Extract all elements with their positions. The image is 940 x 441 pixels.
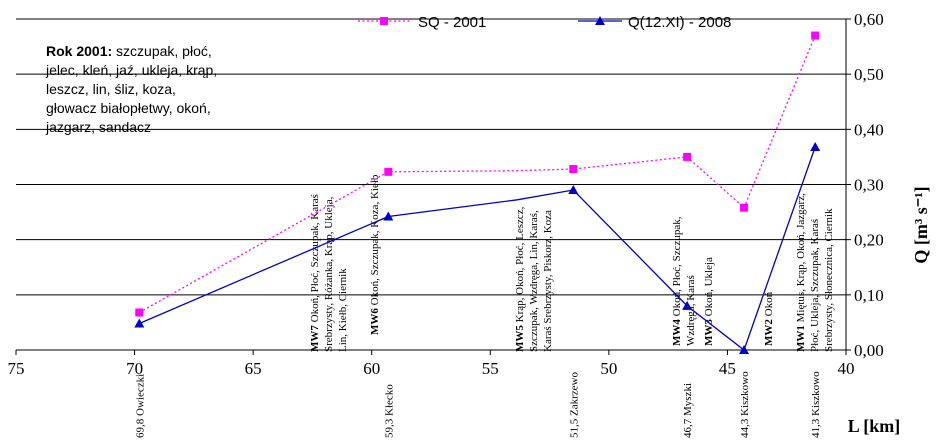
y-tick-labels: 0,00 0,10 0,20 0,30 0,40 0,50 0,60	[846, 10, 884, 360]
site-line: Srebrzysty, Słonecznica, Ciernik	[823, 208, 835, 352]
station-labels: 69,8 Owieczki 59,3 Kłecko 51,5 Zakrzewo 46,…	[134, 371, 822, 438]
info-line: jazgarz, sandacz	[45, 119, 151, 135]
x-tick-labels: 75 70 65 60 55 50 45 40	[8, 350, 855, 378]
site-annotation-mw7: MW7 Okoń, Płoć, Szczupak, Karaś Srebrzyst…	[309, 194, 349, 352]
legend-label-sq: SQ - 2001	[418, 14, 486, 31]
data-point-square	[135, 308, 144, 317]
y-tick-label: 0,20	[854, 231, 884, 250]
y-tick-label: 0,50	[854, 65, 884, 84]
x-tick-label: 70	[126, 359, 143, 378]
info-line: jelec, kleń, jaź, ukleja, krąp,	[45, 62, 217, 78]
site-species: Okoń	[763, 291, 775, 319]
site-species: Okoń, Ukleja	[703, 257, 715, 319]
site-species: Okoń, Płoć, Szczupak, Karaś	[309, 194, 321, 325]
info-line: głowacz białopłetwy, okoń,	[46, 100, 211, 116]
site-line: Karaś Srebrzysty, Piskorz, Koza	[542, 210, 554, 352]
x-tick-label: 50	[600, 359, 617, 378]
site-annotation-mw2: MW2 Okoń	[763, 291, 775, 346]
data-point-triangle	[383, 211, 394, 221]
x-tick-label: 65	[245, 359, 262, 378]
info-title: Rok 2001:	[46, 43, 112, 59]
site-species: Krąp, Okoń, Płoć, Leszcz,	[514, 206, 526, 325]
site-code: MW5	[514, 325, 526, 352]
site-species: Okoń, Szczupak, Koza, Kiełb	[369, 174, 381, 308]
series-group	[134, 31, 821, 354]
grid-lines	[16, 18, 846, 296]
site-line: MW2 Okoń	[763, 291, 775, 346]
site-line: Lin, Kiełb, Ciernik	[337, 268, 349, 352]
data-point-square	[569, 165, 578, 174]
y-tick-label: 0,10	[854, 286, 884, 305]
data-point-square	[384, 167, 393, 176]
data-point-square	[811, 31, 820, 40]
station-label: 44,3 Kiszkowo	[739, 371, 751, 438]
y-tick-label: 0,60	[854, 10, 884, 29]
site-annotation-mw5: MW5 Krąp, Okoń, Płoć, Leszcz, Szczupak, W…	[514, 206, 554, 352]
site-line: MW6 Okoń, Szczupak, Koza, Kiełb	[369, 174, 381, 335]
y-tick-label: 0,30	[854, 176, 884, 195]
station-label: 46,7 Myszki	[682, 383, 694, 438]
x-tick-label: 75	[8, 359, 25, 378]
site-line: MW7 Okoń, Płoć, Szczupak, Karaś	[309, 194, 321, 352]
x-tick-label: 55	[482, 359, 499, 378]
data-point-triangle	[739, 345, 750, 354]
x-tick-label: 60	[363, 359, 380, 378]
site-code: MW1	[795, 325, 807, 352]
site-code: MW4	[671, 319, 683, 346]
site-line: Wzdręga, Karaś	[685, 275, 697, 346]
station-label: 59,3 Kłecko	[383, 384, 395, 438]
data-point-triangle	[134, 318, 145, 328]
site-annotation-mw6: MW6 Okoń, Szczupak, Koza, Kiełb	[369, 174, 381, 335]
legend-label-q: Q(12.XI) - 2008	[628, 14, 731, 31]
site-annotation-mw3: MW3 Okoń, Ukleja	[703, 257, 715, 346]
legend: SQ - 2001 Q(12.XI) - 2008	[358, 14, 731, 31]
site-line: MW5 Krąp, Okoń, Płoć, Leszcz,	[514, 206, 526, 352]
site-annotation-mw1: MW1 Miętus, Krąp, Okoń, Jazgarz, Płoć, Uk…	[795, 193, 835, 352]
legend-marker-q	[595, 16, 605, 25]
site-line: Płoć, Ukleja, Szczupak, Karaś	[809, 219, 821, 352]
site-code: MW7	[309, 325, 321, 352]
info-box: Rok 2001: szczupak, płoć, jelec, kleń, ja…	[45, 43, 217, 135]
site-annotation-mw4: MW4 Okoń, Płoć, Szczupak, Wzdręga, Karaś	[671, 216, 697, 346]
data-point-square	[740, 203, 749, 212]
site-line: MW3 Okoń, Ukleja	[703, 257, 715, 346]
y-axis-label: Q [m³ s⁻¹]	[911, 186, 931, 263]
info-line: Rok 2001: szczupak, płoć,	[46, 43, 212, 59]
site-line: Szczupak, Wzdręga, Lin, Karaś,	[528, 210, 540, 352]
station-label: 69,8 Owieczki	[134, 374, 146, 438]
site-line: Srebrzysty, Różanka, Krąp, Ukleja,	[323, 196, 335, 352]
site-species: Miętus, Krąp, Okoń, Jazgarz,	[795, 193, 807, 325]
x-tick-label: 40	[838, 359, 855, 378]
site-annotations: MW7 Okoń, Płoć, Szczupak, Karaś Srebrzyst…	[309, 174, 835, 352]
site-line: MW1 Miętus, Krąp, Okoń, Jazgarz,	[795, 193, 807, 352]
x-tick-label: 45	[719, 359, 736, 378]
y-tick-label: 0,40	[854, 120, 884, 139]
site-species: Okoń, Płoć, Szczupak,	[671, 216, 683, 319]
data-point-triangle	[682, 300, 693, 310]
data-point-square	[683, 152, 692, 161]
legend-marker-sq	[380, 17, 388, 25]
station-label: 41,3 Kiszkowo	[810, 371, 822, 438]
data-point-triangle	[810, 141, 821, 151]
data-point-triangle	[568, 185, 579, 195]
site-code: MW2	[763, 319, 775, 346]
site-code: MW6	[369, 308, 381, 335]
y-tick-label: 0,00	[854, 341, 884, 360]
site-line: MW4 Okoń, Płoć, Szczupak,	[671, 216, 683, 346]
x-axis-label: L [km]	[848, 416, 901, 436]
info-text: szczupak, płoć,	[112, 43, 212, 59]
station-label: 51,5 Zakrzewo	[568, 372, 580, 438]
info-line: leszcz, lin, śliz, koza,	[46, 81, 176, 97]
